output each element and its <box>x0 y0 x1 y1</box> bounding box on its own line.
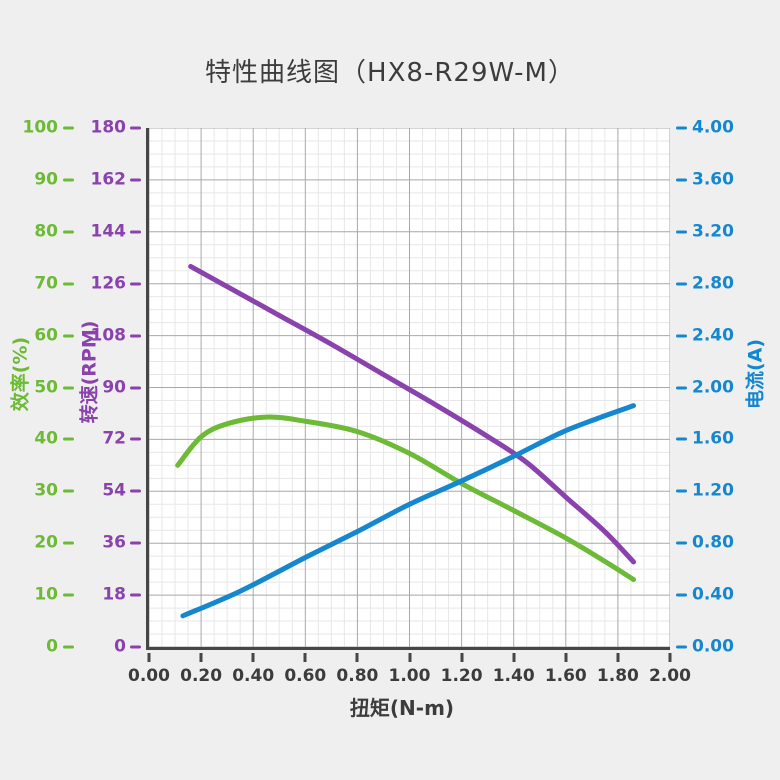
x-axis-tick-mark <box>512 653 516 662</box>
rpm-axis-tick-label: 162 <box>90 169 127 190</box>
current-axis-tick-mark <box>676 541 687 545</box>
efficiency-axis-tick-mark <box>63 230 74 234</box>
rpm-axis-tick-mark <box>130 334 141 338</box>
efficiency-axis-tick-mark <box>63 541 74 545</box>
efficiency-axis-tick-mark <box>63 437 74 441</box>
efficiency-axis-tick-mark <box>63 489 74 493</box>
efficiency-axis-tick-label: 100 <box>22 117 59 138</box>
series-curve-current <box>180 403 637 619</box>
x-axis-tick-mark <box>668 653 672 662</box>
rpm-axis-tick-mark <box>130 386 141 389</box>
efficiency-axis-tick-mark <box>63 178 74 182</box>
x-axis-tick-label: 1.40 <box>492 666 535 686</box>
rpm-axis-tick-label: 54 <box>102 480 126 501</box>
series-curve-efficiency <box>175 414 637 583</box>
current-axis-tick-label: 2.00 <box>692 377 734 397</box>
efficiency-axis-tick-label: 10 <box>34 584 58 605</box>
x-axis-tick-mark <box>408 653 411 662</box>
current-axis-tick-mark <box>676 489 687 493</box>
rpm-axis-tick-mark <box>130 282 141 286</box>
current-axis-tick-mark <box>676 334 687 338</box>
x-axis-tick-label: 2.00 <box>649 666 691 686</box>
efficiency-axis-tick-label: 80 <box>34 221 58 242</box>
efficiency-axis-tick-label: 0 <box>46 636 58 657</box>
rpm-axis-tick-mark <box>130 645 141 649</box>
current-axis-tick-label: 2.40 <box>692 325 734 346</box>
x-axis-tick-mark <box>251 653 255 662</box>
efficiency-axis-tick-label: 70 <box>34 273 58 294</box>
rpm-axis-tick-label: 0 <box>114 636 126 657</box>
x-axis-tick-mark <box>616 653 620 662</box>
rpm-axis-tick-mark <box>130 489 141 493</box>
current-axis-title: 电流(A) <box>744 338 767 410</box>
rpm-axis-tick-label: 18 <box>102 584 126 605</box>
efficiency-axis-tick-mark <box>63 386 74 389</box>
x-axis-tick-label: 1.20 <box>440 666 483 686</box>
current-axis-tick-mark <box>676 645 687 649</box>
efficiency-axis-tick-label: 20 <box>34 532 58 553</box>
efficiency-axis-tick-mark <box>63 593 74 597</box>
current-axis-tick-label: 2.80 <box>692 273 734 294</box>
rpm-axis-tick-label: 108 <box>90 325 127 346</box>
rpm-axis-tick-mark <box>130 178 141 182</box>
x-axis-tick-label: 1.60 <box>544 666 587 686</box>
x-axis-tick-label: 0.40 <box>232 666 275 686</box>
chart-title: 特性曲线图（HX8-R29W-M） <box>205 58 575 88</box>
rpm-axis-tick-label: 36 <box>102 532 126 553</box>
x-axis-tick-mark <box>199 653 203 662</box>
x-axis-tick-mark <box>303 653 307 662</box>
current-axis-tick-label: 0.00 <box>692 636 734 657</box>
current-axis-tick-mark <box>676 230 687 234</box>
efficiency-axis-tick-mark <box>63 126 74 130</box>
current-axis-tick-mark <box>676 126 687 130</box>
x-axis-tick-mark <box>147 653 151 662</box>
efficiency-axis-tick-mark <box>63 282 74 286</box>
efficiency-axis-tick-label: 40 <box>34 428 58 449</box>
efficiency-axis-title: 效率(%) <box>9 336 32 412</box>
current-axis-tick-mark <box>676 593 687 597</box>
x-axis-tick-label: 0.20 <box>180 666 223 686</box>
x-axis-tick-mark <box>355 653 359 662</box>
x-axis-title: 扭矩(N-m) <box>349 696 455 720</box>
current-axis-tick-label: 0.80 <box>692 532 734 553</box>
x-axis-tick-label: 1.80 <box>596 666 639 686</box>
rpm-axis-tick-label: 72 <box>102 428 126 449</box>
rpm-axis-tick-label: 180 <box>90 117 127 138</box>
current-axis-tick-label: 0.40 <box>692 584 734 605</box>
x-axis-tick-label: 0.60 <box>284 666 327 686</box>
rpm-axis-tick-mark <box>130 593 141 597</box>
current-axis-tick-label: 1.20 <box>692 480 734 501</box>
efficiency-axis-tick-mark <box>63 645 74 649</box>
rpm-axis-tick-label: 144 <box>90 221 127 242</box>
x-axis-tick-label: 0.80 <box>336 666 379 686</box>
rpm-axis-tick-mark <box>130 541 141 545</box>
current-axis-tick-mark <box>676 437 687 441</box>
rpm-axis-tick-label: 126 <box>90 273 127 294</box>
current-axis-tick-mark <box>676 282 687 286</box>
current-axis-tick-label: 1.60 <box>692 428 734 449</box>
x-axis-tick-label: 1.00 <box>388 666 431 686</box>
current-axis-tick-label: 3.60 <box>692 169 734 190</box>
efficiency-axis-tick-label: 50 <box>34 377 58 397</box>
rpm-axis-tick-mark <box>130 230 141 234</box>
plot-area <box>146 128 670 650</box>
x-axis-tick-mark <box>460 653 464 662</box>
rpm-axis-tick-mark <box>130 437 141 441</box>
efficiency-axis-tick-label: 60 <box>34 325 58 346</box>
current-axis-tick-label: 3.20 <box>692 221 734 242</box>
rpm-axis-tick-label: 90 <box>102 377 126 397</box>
rpm-axis-tick-mark <box>130 126 141 130</box>
x-axis-tick-label: 0.00 <box>128 666 170 686</box>
x-axis-tick-mark <box>564 653 568 662</box>
curves-svg <box>149 128 670 647</box>
efficiency-axis-tick-mark <box>63 334 74 338</box>
series-curve-rpm <box>188 263 637 565</box>
current-axis-tick-mark <box>676 178 687 182</box>
current-axis-tick-mark <box>676 386 687 389</box>
current-axis-tick-label: 4.00 <box>692 117 734 138</box>
efficiency-axis-tick-label: 30 <box>34 480 58 501</box>
efficiency-axis-tick-label: 90 <box>34 169 58 190</box>
